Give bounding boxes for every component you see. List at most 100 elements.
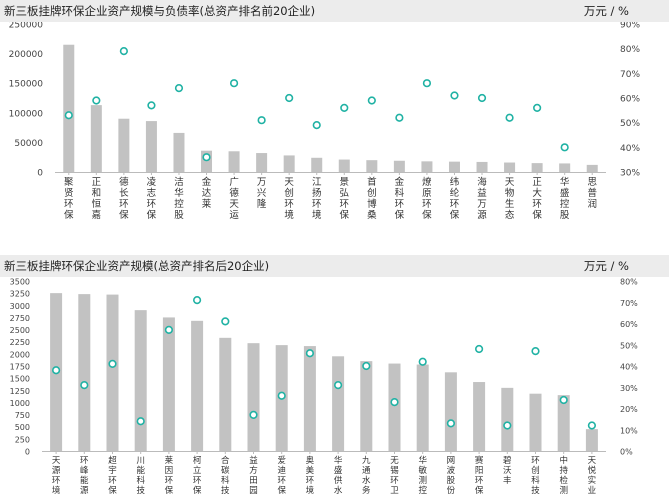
y-tick-label: 0 (37, 169, 43, 179)
x-tick-label: 万兴隆 (257, 177, 267, 210)
x-tick-label: 思普润 (587, 177, 597, 210)
bar (145, 121, 157, 172)
x-tick-label: 凌志环保 (147, 176, 157, 221)
y-tick-label: 3250 (10, 290, 30, 299)
debt-ratio-marker (533, 103, 542, 112)
x-tick-label: 金达莱 (202, 176, 212, 210)
debt-ratio-marker (446, 419, 456, 428)
bar (360, 361, 373, 451)
x-tick-label: 德长环保 (119, 176, 129, 221)
bar (191, 320, 204, 451)
x-tick-label: 华敏测控 (418, 455, 427, 496)
debt-ratio-marker (503, 421, 512, 430)
x-tick-label: 川能科技 (136, 456, 145, 496)
x-tick-label: 莱因环保 (165, 455, 174, 496)
x-tick-label: 燎原环保 (422, 176, 432, 221)
bar (338, 159, 350, 172)
x-tick-label: 奥美环境 (306, 455, 315, 496)
debt-ratio-marker (531, 347, 540, 356)
debt-ratio-marker (559, 395, 568, 405)
bar (586, 164, 598, 172)
x-tick-label: 环创科技 (531, 456, 540, 496)
x-tick-label: 无锡环卫 (390, 456, 399, 496)
y2-tick-label: 30% (620, 169, 640, 179)
debt-ratio-marker (257, 116, 266, 125)
debt-ratio-marker (390, 398, 399, 407)
chart-panel-bottom: 新三板挂牌环保企业资产规模(总资产排名后20企业) 万元 / % 0 250 500… (0, 250, 669, 504)
x-tick-label: 爱迪环保 (277, 456, 286, 496)
y-tick-label: 750 (15, 411, 30, 420)
x-tick-label: 天物生态 (505, 177, 515, 221)
x-tick-label: 华盛供水 (334, 455, 343, 496)
x-tick-label: 合碳科技 (221, 455, 230, 496)
debt-ratio-marker (51, 366, 61, 375)
bar (501, 387, 514, 451)
debt-ratio-marker (312, 121, 321, 130)
bar (90, 105, 102, 172)
y2-tick-label: 0% (620, 448, 633, 457)
debt-ratio-marker (340, 103, 349, 112)
debt-ratio-marker (422, 79, 432, 88)
bar (366, 160, 378, 172)
y-tick-label: 1000 (10, 399, 30, 408)
y-tick-label: 500 (15, 423, 30, 432)
debt-ratio-marker (285, 93, 294, 103)
debt-ratio-marker (334, 381, 343, 390)
bar (444, 372, 457, 451)
y2-tick-label: 60% (620, 320, 638, 329)
bar (162, 317, 175, 451)
x-tick-label: 超宇环保 (108, 455, 117, 496)
x-tick-label: 环峰能源 (80, 456, 89, 496)
debt-ratio-marker (119, 47, 128, 56)
y2-tick-label: 80% (620, 45, 640, 55)
y2-tick-label: 70% (620, 299, 638, 308)
debt-ratio-marker (136, 417, 145, 426)
bar (173, 132, 185, 172)
x-tick-label: 纬纶环保 (450, 176, 460, 221)
y2-tick-label: 90% (620, 22, 640, 31)
debt-ratio-marker (92, 96, 101, 105)
bar (63, 44, 75, 172)
x-tick-label: 海益万源 (477, 176, 487, 221)
bar (559, 163, 571, 172)
bar (393, 160, 405, 172)
debt-ratio-marker (418, 357, 427, 366)
debt-ratio-marker (362, 361, 371, 371)
chart-bottom: 0 250 500 750 1000 1250 1500 1750 2000 2250 2500 27… (10, 278, 639, 497)
debt-ratio-marker (249, 410, 258, 419)
y-tick-label: 200000 (9, 50, 44, 60)
x-tick-label: 景弘环保 (340, 177, 350, 221)
bar (311, 157, 323, 172)
unit-label-bottom: 万元 / % (583, 259, 629, 273)
bar (476, 161, 488, 172)
bar (118, 118, 130, 172)
x-tick-label: 首创博桑 (367, 176, 377, 221)
debt-ratio-marker (108, 359, 117, 368)
bar (529, 393, 542, 451)
unit-label-top: 万元 / % (583, 4, 629, 18)
bar (247, 343, 260, 451)
chart-top: 0 50000 100000 150000 200000 250000 30% 40% 50% 6… (9, 22, 641, 221)
x-tick-label: 天源环境 (52, 456, 61, 496)
debt-ratio-marker (80, 381, 89, 390)
x-tick-label: 江扬环境 (312, 177, 322, 221)
y2-tick-label: 70% (620, 70, 640, 80)
debt-ratio-marker (221, 317, 230, 326)
chart-title-bar-bottom: 新三板挂牌环保企业资产规模(总资产排名后20企业) 万元 / % (0, 255, 669, 277)
bar (256, 153, 268, 172)
x-tick-label: 碧沃丰 (503, 455, 512, 486)
y-tick-label: 2250 (10, 338, 30, 347)
bar (219, 337, 232, 451)
y2-tick-label: 50% (620, 341, 638, 350)
bar (303, 346, 316, 451)
x-tick-label: 网波股份 (447, 456, 456, 496)
y2-tick-label: 60% (620, 95, 640, 105)
x-tick-label: 金科环保 (395, 176, 405, 221)
y-tick-label: 1500 (10, 375, 30, 384)
y2-tick-label: 50% (620, 119, 640, 129)
bar (421, 161, 433, 172)
y-tick-label: 3500 (10, 278, 30, 287)
x-tick-label: 天悦实业 (588, 456, 597, 496)
debt-ratio-marker (587, 421, 597, 430)
x-tick-label: 中持检测 (559, 455, 568, 496)
